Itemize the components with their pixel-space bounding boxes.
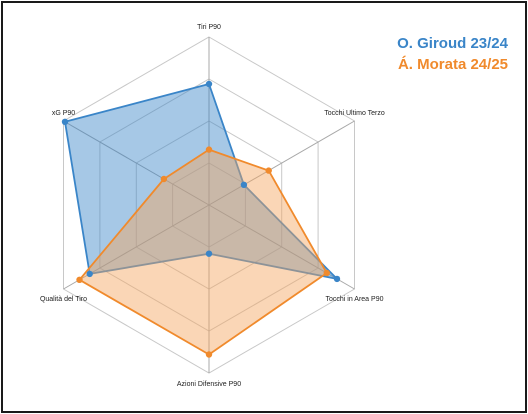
series-2-point-5 bbox=[76, 276, 83, 283]
series-1-point-4 bbox=[205, 250, 213, 257]
radar-series bbox=[61, 80, 341, 358]
axis-label-4: Azioni Difensive P90 bbox=[177, 381, 241, 388]
series-1-point-6 bbox=[61, 118, 69, 126]
legend-entry-1: O. Giroud 23/24 bbox=[397, 35, 509, 52]
series-1-point-1 bbox=[205, 80, 213, 88]
axis-label-5: Qualità del Tiro bbox=[40, 296, 87, 303]
series-1-point-2 bbox=[240, 181, 248, 188]
series-2-point-3 bbox=[323, 269, 330, 277]
grid-spoke-3 bbox=[208, 204, 355, 290]
series-2-point-4 bbox=[205, 351, 213, 358]
axis-label-1: Tiri P90 bbox=[197, 24, 221, 31]
axis-labels: Tiri P90 Tocchi Ultimo Terzo Tocchi in Are… bbox=[40, 24, 385, 388]
legend-entry-2: Á. Morata 24/25 bbox=[398, 56, 508, 73]
series-2-point-2 bbox=[265, 167, 272, 174]
series-1-point-3 bbox=[333, 275, 341, 283]
series-2-point-6 bbox=[160, 175, 168, 183]
series-1-point-5 bbox=[86, 270, 93, 278]
grid-spoke-6 bbox=[63, 120, 210, 206]
series-2-point-1 bbox=[205, 146, 213, 153]
axis-label-3: Tocchi in Area P90 bbox=[326, 296, 384, 303]
legend: O. Giroud 23/24 Á. Morata 24/25 bbox=[397, 35, 509, 73]
grid-spoke-2 bbox=[208, 120, 355, 206]
axis-label-2: Tocchi Ultimo Terzo bbox=[324, 110, 385, 117]
axis-label-6: xG P90 bbox=[52, 110, 75, 117]
